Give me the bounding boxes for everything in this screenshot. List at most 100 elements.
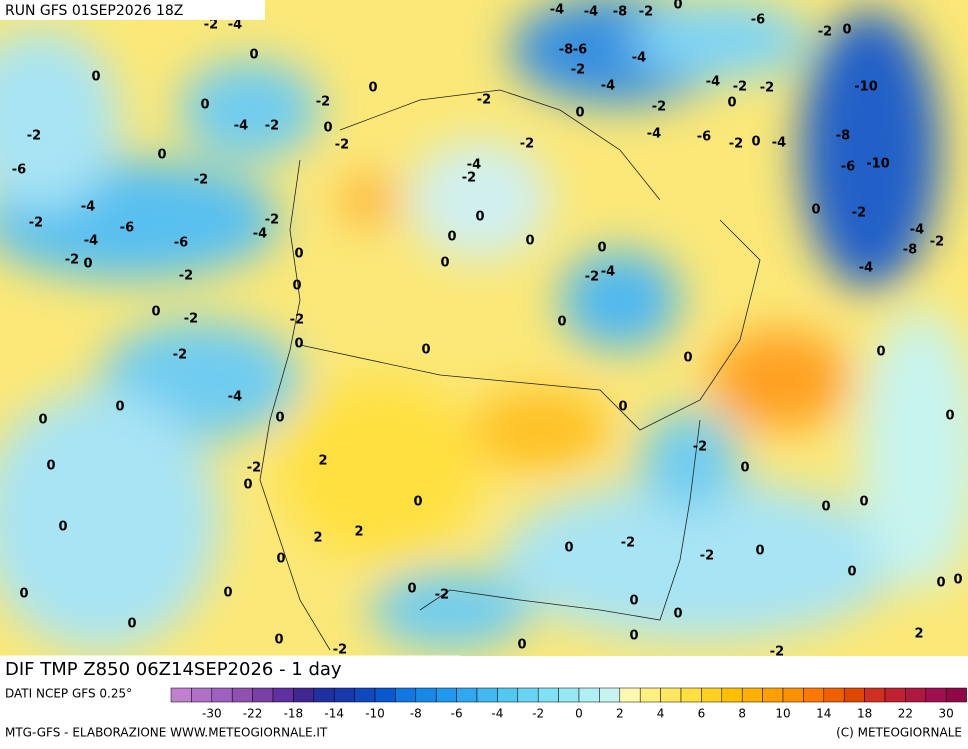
contour-label: -2 <box>316 95 330 110</box>
contour-label: 0 <box>859 495 868 510</box>
contour-label: 2 <box>313 531 322 546</box>
contour-label: -4 <box>550 3 564 18</box>
colorbar-tick-label: -22 <box>243 707 263 721</box>
contour-label: 2 <box>354 525 363 540</box>
contour-label: -4 <box>584 5 598 20</box>
colorbar-swatch <box>456 687 478 703</box>
contour-label: -4 <box>601 79 615 94</box>
colorbar-swatch <box>191 687 213 703</box>
colorbar-tick-label: -2 <box>532 707 544 721</box>
header-box <box>0 0 265 20</box>
contour-label: 0 <box>945 409 954 424</box>
contour-label: 0 <box>673 607 682 622</box>
colorbar-swatch <box>415 687 437 703</box>
contour-label: -4 <box>234 119 248 134</box>
colorbar-swatch <box>823 687 845 703</box>
colorbar-swatch <box>578 687 600 703</box>
contour-label: -2 <box>733 80 747 95</box>
contour-label: -2 <box>571 63 585 78</box>
contour-label: -6 <box>751 13 765 28</box>
colorbar-swatch <box>517 687 539 703</box>
colorbar-swatch <box>884 687 906 703</box>
temperature-field <box>0 0 968 650</box>
contour-label: 0 <box>276 552 285 567</box>
contour-label: -2 <box>179 269 193 284</box>
contour-label: -2 <box>290 313 304 328</box>
contour-label: -4 <box>772 136 786 151</box>
contour-label: -6 <box>697 130 711 145</box>
contour-label: 0 <box>115 400 124 415</box>
contour-label: -2 <box>247 461 261 476</box>
contour-label: 0 <box>294 337 303 352</box>
contour-label: -2 <box>693 440 707 455</box>
contour-label: -2 <box>194 173 208 188</box>
contour-label: 0 <box>413 495 422 510</box>
colorbar-swatch <box>272 687 294 703</box>
contour-label: 0 <box>440 256 449 271</box>
colorbar-swatch <box>476 687 498 703</box>
contour-label: -6 <box>12 163 26 178</box>
contour-label: -8 <box>836 129 850 144</box>
colorbar-tick-label: 4 <box>657 707 665 721</box>
colorbar-tick-label: -6 <box>451 707 463 721</box>
contour-label: -2 <box>639 5 653 20</box>
contour-label: 0 <box>83 257 92 272</box>
contour-label: -8 <box>903 243 917 258</box>
contour-label: -2 <box>184 312 198 327</box>
contour-label: 0 <box>294 247 303 262</box>
contour-label: -4 <box>910 223 924 238</box>
title-box <box>0 655 461 685</box>
contour-label: -2 <box>729 137 743 152</box>
contour-label: 0 <box>683 351 692 366</box>
contour-label: 0 <box>275 411 284 426</box>
contour-label: 0 <box>475 210 484 225</box>
contour-label: -2 <box>29 216 43 231</box>
contour-label: 0 <box>618 400 627 415</box>
colorbar-swatch <box>660 687 682 703</box>
colorbar-tick-label: -30 <box>202 707 222 721</box>
contour-label: 0 <box>157 148 166 163</box>
contour-label: -2 <box>585 270 599 285</box>
colorbar-swatch <box>803 687 825 703</box>
contour-label: -2 <box>652 100 666 115</box>
contour-label: 0 <box>407 582 416 597</box>
contour-label: 2 <box>914 627 923 642</box>
contour-label: 0 <box>421 343 430 358</box>
contour-label: 0 <box>38 413 47 428</box>
contour-label: -2 <box>265 119 279 134</box>
contour-label: 0 <box>557 315 566 330</box>
contour-label: 0 <box>274 633 283 648</box>
contour-label: -2 <box>520 137 534 152</box>
contour-label: -10 <box>854 80 878 95</box>
colorbar-swatch <box>864 687 886 703</box>
colorbar-swatch <box>333 687 355 703</box>
contour-label: 0 <box>842 23 851 38</box>
colorbar-tick-label: -10 <box>365 707 385 721</box>
colorbar-swatch <box>374 687 396 703</box>
colorbar-swatch <box>497 687 519 703</box>
contour-label: -2 <box>65 253 79 268</box>
contour-label: -2 <box>265 213 279 228</box>
contour-label: 0 <box>525 234 534 249</box>
contour-label: 0 <box>727 96 736 111</box>
contour-label: -2 <box>27 129 41 144</box>
contour-label: 0 <box>58 520 67 535</box>
contour-label: -6 <box>120 221 134 236</box>
contour-label: 0 <box>91 70 100 85</box>
colorbar-swatch <box>905 687 927 703</box>
contour-label: 0 <box>249 48 258 63</box>
contour-label: -2 <box>204 18 218 33</box>
contour-label: -4 <box>859 261 873 276</box>
contour-label: 0 <box>751 135 760 150</box>
colorbar-swatch <box>537 687 559 703</box>
colorbar-tick-label: 22 <box>898 707 913 721</box>
contour-label: 0 <box>847 565 856 580</box>
contour-label: -4 <box>84 234 98 249</box>
contour-label: -4 <box>253 227 267 242</box>
colorbar-swatch <box>762 687 784 703</box>
colorbar-swatch <box>741 687 763 703</box>
contour-label: 0 <box>323 121 332 136</box>
contour-label: 0 <box>151 305 160 320</box>
copyright-label: (C) METEOGIORNALE <box>836 726 962 740</box>
colorbar-tick-label: -18 <box>284 707 304 721</box>
